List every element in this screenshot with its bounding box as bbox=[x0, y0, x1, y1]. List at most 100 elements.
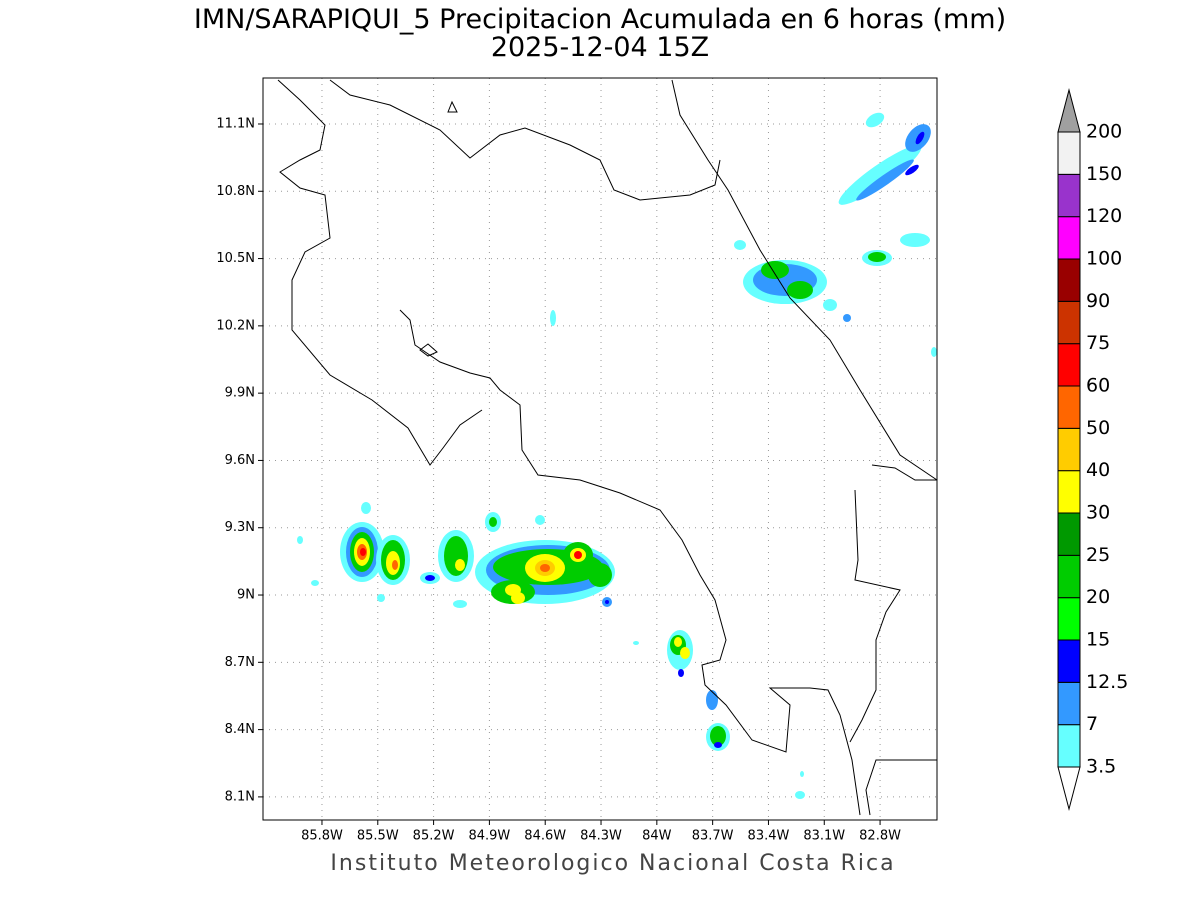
axis-ticks: 85.8W 85.5W 85.2W 84.9W 84.6W 84.3W 84W 83.7W 83… bbox=[216, 116, 901, 843]
rain-contour bbox=[856, 159, 914, 201]
rain-contour bbox=[915, 131, 925, 145]
rain-contour bbox=[787, 281, 813, 299]
x-tick-label: 85.2W bbox=[413, 829, 455, 844]
coast-line bbox=[671, 79, 938, 481]
colorbar-box bbox=[1057, 343, 1081, 387]
precipitation-field bbox=[297, 112, 937, 799]
coast-line bbox=[447, 100, 458, 113]
colorbar-box bbox=[1057, 131, 1081, 175]
rain-contour bbox=[868, 252, 886, 262]
y-tick-label: 9.9N bbox=[225, 386, 255, 401]
rain-contour bbox=[838, 145, 922, 205]
colorbar-box bbox=[1057, 470, 1081, 514]
coast-line bbox=[399, 309, 861, 816]
rain-contour bbox=[734, 240, 746, 250]
coast-line bbox=[277, 79, 483, 466]
colorbar-label: 30 bbox=[1086, 502, 1110, 524]
colorbar-label: 50 bbox=[1086, 417, 1110, 439]
y-tick-label: 9.6N bbox=[225, 453, 255, 468]
colorbar-label: 100 bbox=[1086, 248, 1122, 270]
colorbar-label: 120 bbox=[1086, 205, 1122, 227]
rain-contour bbox=[633, 641, 639, 645]
x-tick-label: 83.7W bbox=[692, 829, 734, 844]
coast-line bbox=[849, 489, 901, 743]
y-tick-label: 8.4N bbox=[225, 722, 255, 737]
colorbar-box bbox=[1057, 512, 1081, 556]
colorbar-label: 90 bbox=[1086, 290, 1110, 312]
colorbar-label: 7 bbox=[1086, 713, 1098, 735]
map-frame bbox=[262, 77, 938, 821]
colorbar-label: 25 bbox=[1086, 544, 1110, 566]
colorbar-label: 40 bbox=[1086, 459, 1110, 481]
x-tick-label: 83.1W bbox=[803, 829, 845, 844]
footer: Instituto Meteorologico Nacional Costa R… bbox=[330, 851, 895, 876]
subtitle: 2025-12-04 15Z bbox=[491, 32, 709, 63]
rain-contour bbox=[714, 742, 722, 748]
colorbar-over bbox=[1057, 88, 1081, 133]
rain-contour bbox=[605, 600, 609, 604]
coastline bbox=[277, 79, 938, 816]
y-tick-label: 10.2N bbox=[216, 318, 255, 333]
colorbar: 3.5 7 12.5 15 20 25 30 40 50 60 75 90 100 120 150 200 bbox=[1057, 88, 1128, 811]
coast-line bbox=[329, 79, 721, 201]
rain-contour bbox=[311, 580, 319, 586]
rain-contour bbox=[761, 261, 789, 279]
colorbar-box bbox=[1057, 258, 1081, 302]
colorbar-box bbox=[1057, 681, 1081, 726]
rain-contour bbox=[425, 575, 435, 581]
y-tick-label: 9N bbox=[237, 588, 255, 603]
rain-contour bbox=[574, 551, 582, 559]
x-tick-label: 84.3W bbox=[580, 829, 622, 844]
x-tick-label: 84.9W bbox=[468, 829, 510, 844]
rain-contour bbox=[865, 112, 885, 128]
colorbar-label: 75 bbox=[1086, 332, 1110, 354]
rain-contour bbox=[823, 299, 837, 311]
rain-contour bbox=[511, 592, 525, 604]
coast-line bbox=[865, 759, 937, 816]
colorbar-under bbox=[1057, 766, 1081, 811]
colorbar-label: 15 bbox=[1086, 629, 1110, 651]
colorbar-box bbox=[1057, 597, 1081, 641]
colorbar-box bbox=[1057, 554, 1081, 599]
colorbar-label: 60 bbox=[1086, 375, 1110, 397]
rain-contour bbox=[361, 502, 371, 514]
rain-contour bbox=[360, 548, 366, 556]
rain-contour bbox=[540, 564, 550, 572]
rain-contour bbox=[550, 310, 556, 326]
rain-contour bbox=[706, 690, 718, 710]
rain-contour bbox=[674, 637, 682, 647]
rain-contour bbox=[489, 517, 497, 527]
y-tick-label: 10.8N bbox=[216, 184, 255, 199]
colorbar-box bbox=[1057, 639, 1081, 683]
y-tick-label: 11.1N bbox=[216, 116, 255, 131]
title: IMN/SARAPIQUI_5 Precipitacion Acumulada … bbox=[194, 4, 1006, 35]
rain-contour bbox=[710, 726, 726, 746]
rain-contour bbox=[377, 594, 385, 602]
x-tick-label: 84.6W bbox=[524, 829, 566, 844]
y-tick-label: 8.7N bbox=[225, 655, 255, 670]
x-tick-label: 83.4W bbox=[748, 829, 790, 844]
colorbar-box bbox=[1057, 216, 1081, 260]
rain-contour bbox=[900, 233, 930, 247]
rain-contour bbox=[843, 314, 851, 322]
rain-contour bbox=[444, 536, 468, 576]
x-tick-label: 82.8W bbox=[859, 829, 901, 844]
rain-contour bbox=[392, 560, 398, 570]
rain-contour bbox=[795, 791, 805, 799]
colorbar-label: 20 bbox=[1086, 586, 1110, 608]
rain-contour bbox=[680, 647, 690, 659]
colorbar-box bbox=[1057, 173, 1081, 218]
colorbar-label: 150 bbox=[1086, 163, 1122, 185]
x-tick-label: 85.8W bbox=[301, 829, 343, 844]
rain-contour bbox=[678, 669, 684, 677]
coast-line bbox=[419, 343, 438, 357]
rain-contour bbox=[905, 164, 919, 176]
y-tick-label: 10.5N bbox=[216, 251, 255, 266]
rain-contour bbox=[453, 600, 467, 608]
colorbar-box bbox=[1057, 724, 1081, 768]
grid bbox=[263, 78, 937, 820]
x-tick-label: 84W bbox=[642, 829, 672, 844]
rain-contour bbox=[931, 347, 937, 357]
colorbar-box bbox=[1057, 427, 1081, 472]
